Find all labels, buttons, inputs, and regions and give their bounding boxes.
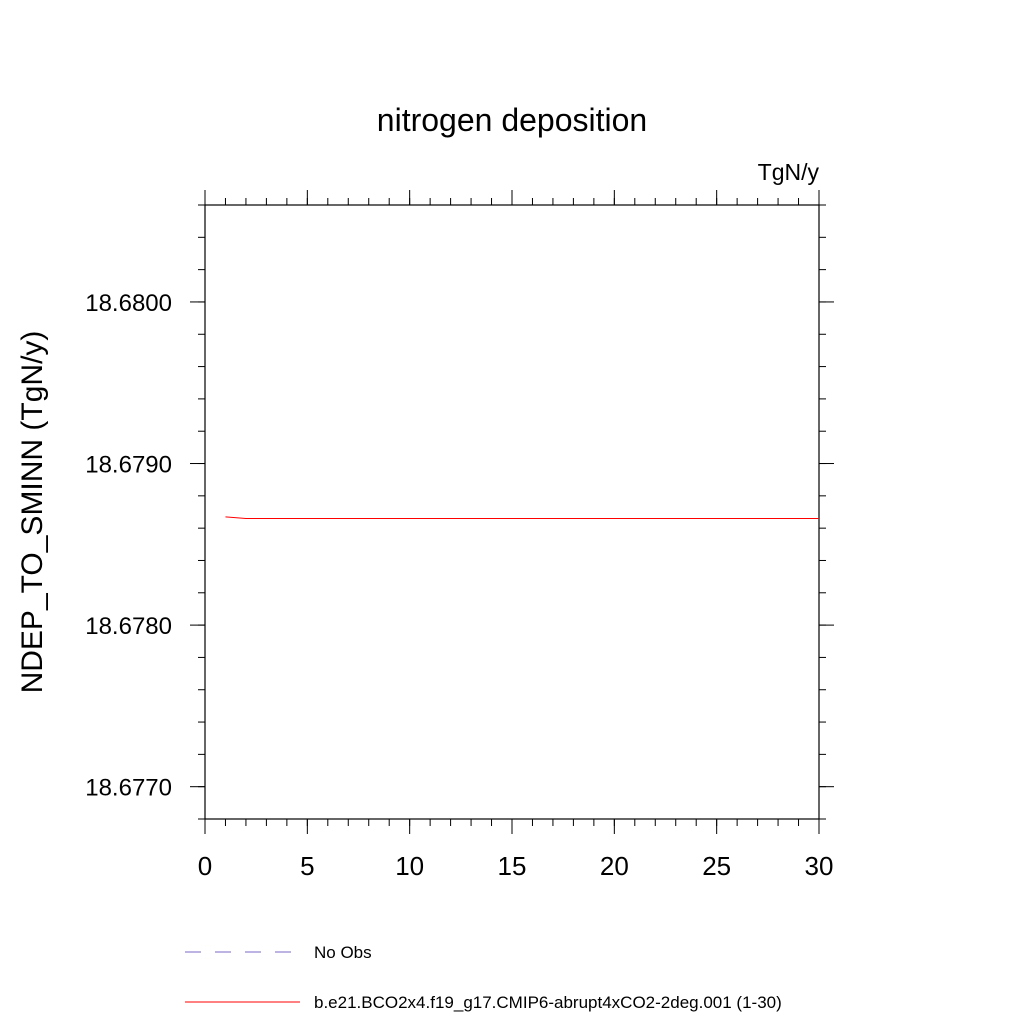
y-axis-label: NDEP_TO_SMINN (TgN/y) (16, 331, 49, 694)
x-tick-label: 20 (600, 851, 629, 881)
legend-label: b.e21.BCO2x4.f19_g17.CMIP6-abrupt4xCO2-2… (314, 993, 782, 1012)
plot-frame (204, 204, 820, 820)
tick-labels: 0 5 10 15 20 25 30 18.6770 18.6780 18.6790 18.6800 (85, 290, 833, 881)
x-tick-label: 25 (702, 851, 731, 881)
chart-title: nitrogen deposition (377, 102, 647, 138)
legend-label: No Obs (314, 943, 372, 962)
y-tick-label: 18.6800 (85, 290, 172, 317)
y-tick-label: 18.6790 (85, 452, 172, 479)
series-line (225, 516, 819, 519)
legend: No Obs b.e21.BCO2x4.f19_g17.CMIP6-abrupt4… (185, 943, 782, 1012)
x-tick-label: 5 (300, 851, 314, 881)
y-tick-label: 18.6780 (85, 613, 172, 640)
x-tick-label: 15 (498, 851, 527, 881)
x-tick-label: 0 (198, 851, 212, 881)
series-group (225, 516, 819, 519)
units-label: TgN/y (758, 159, 820, 185)
x-tick-label: 10 (395, 851, 424, 881)
axis-ticks (190, 190, 834, 834)
x-tick-label: 30 (805, 851, 834, 881)
y-tick-label: 18.6770 (85, 775, 172, 802)
